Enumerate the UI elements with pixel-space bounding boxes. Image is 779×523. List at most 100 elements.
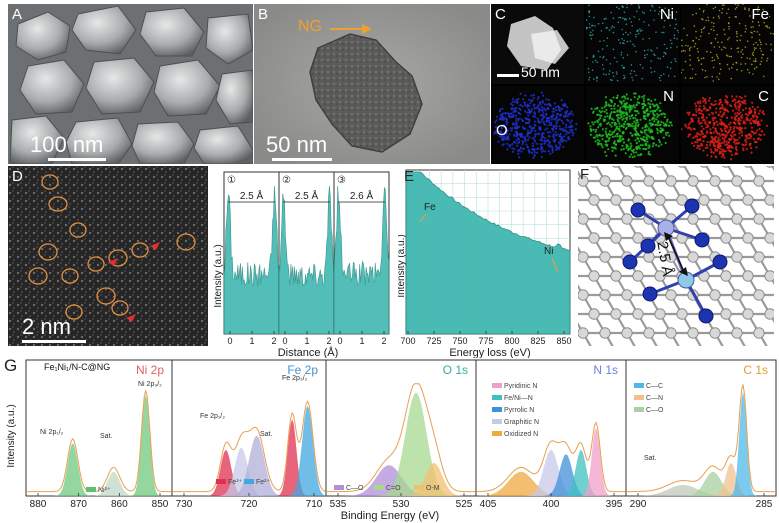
- map-o-label: O: [496, 122, 508, 139]
- nitrogen-atom: [698, 308, 714, 324]
- legend-label: O-M: [426, 485, 440, 492]
- tick-label: 395: [606, 499, 623, 510]
- profile-marker: ②: [282, 175, 291, 186]
- xps-component: [626, 485, 776, 496]
- panel-b-scale-bar: [272, 158, 332, 161]
- ni-pointer: [551, 257, 559, 273]
- tick-label: 400: [543, 499, 560, 510]
- nitrogen-atom: [712, 254, 728, 270]
- xps-annotation: Sat.: [644, 455, 657, 462]
- legend-label: Pyrrolic N: [504, 407, 534, 414]
- xps-envelope: [26, 390, 172, 493]
- tick-label: 750: [452, 336, 467, 346]
- nitrogen-atom: [642, 286, 658, 302]
- xps-chart: Intensity (a.u.) Binding Energy (eV) Ni …: [6, 359, 777, 522]
- map-dots-fe: [681, 4, 774, 82]
- panel-c-label: C: [495, 6, 506, 23]
- xps-subpanel-2: Fe 2p Fe³⁺ Fe²⁺ Fe 2p₁/₂ Fe 2p₃/₂ Sat. 730 720 7…: [171, 359, 327, 510]
- metal-n-sites: [622, 198, 728, 324]
- tick-label: 530: [393, 499, 410, 510]
- tick-label: 2: [381, 336, 386, 346]
- profile-marker: ①: [227, 175, 236, 186]
- legend-label: Fe/Ni—N: [504, 395, 533, 402]
- map-dots-ni: [586, 4, 679, 82]
- map-fe: Fe: [681, 4, 774, 84]
- legend-label: Ni²⁺: [98, 487, 111, 494]
- legend-label: C—C: [646, 383, 663, 390]
- panel-d-scale-bar: [22, 340, 86, 343]
- legend-label: C=O: [386, 485, 401, 492]
- xps-component: [326, 392, 476, 496]
- tick-label: 730: [176, 499, 193, 510]
- tick-label: 700: [400, 336, 415, 346]
- legend-swatch: [634, 383, 644, 388]
- legend-label: Graphitic N: [504, 419, 539, 426]
- xps-component: [172, 405, 326, 496]
- legend-swatch: [492, 407, 502, 412]
- legend-swatch: [492, 431, 502, 436]
- legend-swatch: [492, 419, 502, 424]
- legend-swatch: [374, 485, 384, 490]
- distance-arrow: [667, 235, 685, 273]
- map-dots-n: [587, 92, 673, 159]
- tick-label: 1: [304, 336, 309, 346]
- legend-label: Oxidized N: [504, 431, 538, 438]
- panel-g-xps: Intensity (a.u.) Binding Energy (eV) Ni …: [0, 356, 779, 523]
- eels-chart: Intensity (a.u.) Energy loss (eV) Fe Ni 70…: [398, 169, 572, 358]
- ng-arrow-icon: [330, 24, 372, 34]
- tick-label: 725: [426, 336, 441, 346]
- haadf-image: [507, 16, 569, 70]
- profile-marker: ③: [337, 175, 346, 186]
- map-dots-o: [493, 91, 578, 159]
- tick-label: 870: [70, 499, 87, 510]
- map-ni: Ni: [586, 4, 679, 84]
- xps-annotation: Ni 2p₁/₂: [40, 429, 64, 436]
- spacing-label: 2.5 Å: [240, 189, 264, 202]
- sample-name: Fe₁Ni₁/N-C@NG: [44, 362, 111, 372]
- eels-peak-ni: Ni: [544, 246, 553, 257]
- nitrogen-atom: [640, 238, 656, 254]
- eels-xlabel: Energy loss (eV): [449, 347, 530, 358]
- xps-subpanel-4: N 1s Pyridinic N Fe/Ni—N Pyrrolic N Graphiti…: [475, 359, 627, 510]
- tick-label: 535: [330, 499, 347, 510]
- map-c-label: C: [758, 88, 769, 105]
- map-n-dots: [587, 92, 673, 159]
- profile-trace: [223, 185, 280, 335]
- xps-envelope: [475, 421, 626, 493]
- xps-subpanel-3: O 1s C—O C=O O-M 535 530 525: [325, 359, 477, 510]
- panel-f-label: F: [580, 166, 590, 183]
- tick-label: 850: [556, 336, 571, 346]
- panel-c-eds-maps: C 50 nm Ni Fe O N C: [491, 4, 774, 164]
- legend-swatch: [334, 485, 344, 490]
- map-c: C: [681, 86, 774, 164]
- nitrogen-atom: [622, 254, 638, 270]
- xps-subpanel-5: C 1s C—C C—N C—O Sat. 290 285: [625, 359, 777, 510]
- xps-annotation: Sat.: [260, 431, 273, 438]
- tick-label: 710: [306, 499, 323, 510]
- legend-swatch: [634, 395, 644, 400]
- tick-label: 0: [227, 336, 232, 346]
- panel-b-scale-text: 50 nm: [266, 132, 328, 157]
- legend-swatch: [492, 395, 502, 400]
- profile-trace: [278, 185, 335, 335]
- xps-annotation: Fe 2p₁/₂: [200, 413, 225, 420]
- map-fe-label: Fe: [751, 6, 769, 23]
- red-arrows: [108, 242, 160, 322]
- panel-b-label: B: [258, 6, 269, 23]
- profile-segment-1: ① 2.5 Å 0 1 2: [223, 171, 280, 346]
- tick-label: 800: [504, 336, 519, 346]
- panel-d-stem-image: D 2 nm: [8, 166, 208, 346]
- tem-image: [254, 4, 490, 164]
- tick-label: 405: [480, 499, 497, 510]
- xps-component: [172, 435, 326, 496]
- ng-annotation: NG: [298, 18, 322, 35]
- panel-b-tem-image: B NG 50 nm: [254, 4, 490, 164]
- legend-swatch: [216, 479, 226, 484]
- panel-d-label: D: [12, 168, 23, 185]
- stem-image: [8, 166, 208, 346]
- panel-g-label: G: [4, 356, 18, 375]
- arrow-head-icon: [664, 232, 673, 241]
- nitrogen-atom: [684, 198, 700, 214]
- map-o: O: [491, 86, 584, 164]
- eels-ylabel: Intensity (a.u.): [398, 234, 407, 297]
